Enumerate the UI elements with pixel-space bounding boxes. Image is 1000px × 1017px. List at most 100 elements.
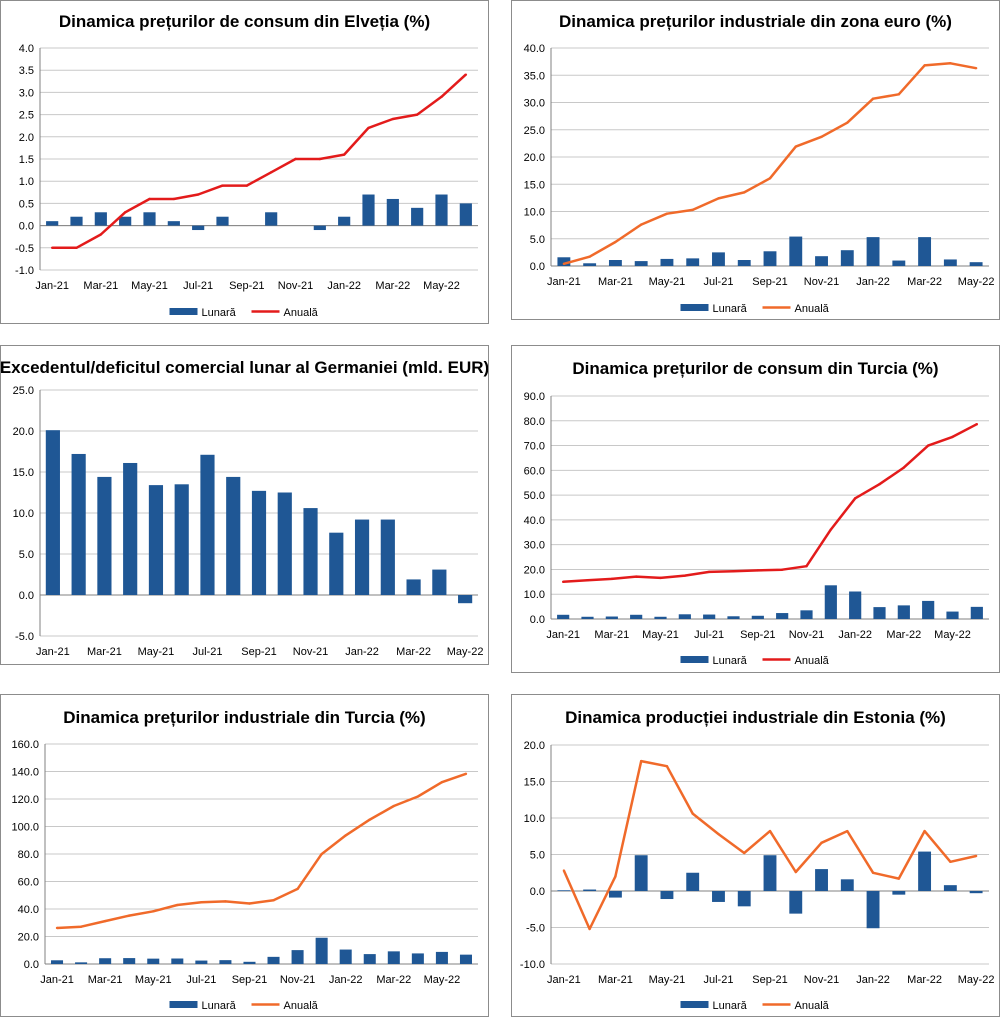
line-point	[272, 899, 275, 902]
bar	[686, 258, 700, 266]
line-point	[923, 64, 926, 67]
line-point	[294, 157, 297, 161]
bar	[866, 237, 880, 266]
bar	[386, 198, 399, 226]
bar	[897, 605, 910, 619]
x-tick-label: Mar-21	[594, 629, 629, 641]
bar	[727, 616, 740, 619]
bar	[583, 889, 597, 891]
line-point	[344, 834, 347, 837]
bar	[763, 251, 777, 266]
line-point	[878, 483, 881, 486]
bar	[313, 225, 326, 231]
line-point	[224, 900, 227, 903]
line-point	[794, 870, 797, 874]
bar	[969, 262, 983, 266]
chart-svg: Excedentul/deficitul comercial lunar al …	[1, 358, 488, 658]
legend-label-lunara: Lunară	[202, 1000, 237, 1012]
bar	[195, 960, 208, 964]
legend: Lunară Anuală	[169, 1000, 319, 1012]
bar	[143, 212, 156, 226]
chart-panel-germany-trade-balance: Excedentul/deficitul comercial lunar al …	[0, 345, 489, 665]
legend: Lunară Anuală	[680, 1000, 830, 1012]
x-tick-label: Nov-21	[293, 646, 328, 658]
line-point	[974, 66, 978, 70]
bar	[789, 236, 803, 266]
bar	[946, 611, 959, 619]
line-point	[634, 575, 638, 578]
x-tick-label: May-22	[447, 646, 484, 658]
bar	[918, 237, 932, 266]
bar	[267, 956, 280, 964]
bar	[329, 532, 344, 595]
line-point	[639, 223, 643, 226]
bar	[557, 257, 571, 266]
line-point	[368, 818, 371, 821]
bar	[800, 610, 813, 619]
line-point	[902, 466, 906, 469]
line-point	[897, 877, 901, 880]
bar	[459, 203, 472, 226]
line-point	[659, 576, 662, 580]
line-point	[245, 184, 249, 187]
series-line	[562, 759, 977, 931]
line-point	[562, 262, 566, 266]
y-tick-label: 20.0	[524, 152, 545, 164]
x-tick-label: Jan-22	[856, 974, 890, 986]
line-point	[820, 135, 823, 139]
bar	[315, 937, 328, 964]
x-tick-label: May-21	[642, 629, 679, 641]
x-tick-label: May-21	[131, 280, 168, 292]
bar	[380, 519, 395, 595]
y-tick-label: 40.0	[18, 904, 39, 916]
line-point	[75, 246, 78, 249]
x-tick-label: Sep-21	[752, 974, 787, 986]
x-tick-label: May-21	[135, 974, 172, 986]
legend-label-anuala: Anuală	[284, 307, 319, 319]
legend-label-anuala: Anuală	[795, 655, 830, 667]
line-point	[269, 171, 273, 174]
line-point	[794, 145, 797, 148]
x-tick-label: Nov-21	[789, 629, 824, 641]
line-point	[805, 565, 808, 568]
line-point	[614, 875, 617, 878]
x-tick-label: Mar-21	[87, 646, 122, 658]
x-tick-label: Mar-22	[396, 646, 431, 658]
bar	[411, 207, 424, 226]
y-tick-label: 40.0	[524, 515, 545, 527]
bar	[387, 951, 400, 964]
bar	[776, 613, 789, 619]
bar	[339, 949, 352, 964]
line-point	[951, 435, 954, 439]
bar	[432, 569, 447, 595]
line-point	[923, 829, 926, 833]
y-tick-label: 60.0	[18, 877, 39, 889]
line-point	[123, 211, 127, 214]
bar	[363, 954, 376, 964]
y-tick-label: 10.0	[13, 508, 34, 520]
bar	[406, 579, 421, 595]
bar	[660, 258, 674, 266]
bar	[634, 855, 648, 891]
legend-label-anuala: Anuală	[284, 1000, 319, 1012]
y-tick-label: -1.0	[15, 265, 34, 277]
x-tick-label: Sep-21	[740, 629, 775, 641]
x-tick-label: Sep-21	[752, 276, 787, 288]
bar	[605, 616, 618, 619]
line-point	[586, 579, 589, 582]
x-tick-label: Jan-22	[329, 974, 363, 986]
line-point	[820, 841, 823, 845]
bar	[458, 595, 473, 604]
y-tick-label: 5.0	[530, 850, 545, 862]
line-point	[975, 423, 979, 426]
x-tick-label: Jul-21	[703, 974, 733, 986]
bar	[303, 508, 318, 595]
bar	[630, 614, 643, 619]
y-tick-label: 1.0	[19, 176, 34, 188]
line-point	[172, 197, 176, 201]
line-point	[707, 570, 711, 574]
legend-label-lunara: Lunară	[202, 307, 237, 319]
line-point	[768, 829, 772, 833]
y-tick-label: 90.0	[524, 391, 545, 403]
bar	[737, 891, 751, 907]
